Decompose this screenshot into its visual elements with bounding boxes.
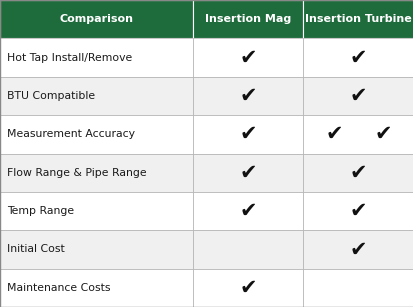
- Bar: [303, 38, 413, 77]
- Text: Measurement Accuracy: Measurement Accuracy: [7, 129, 135, 139]
- Text: ✔: ✔: [239, 48, 256, 68]
- Bar: [192, 115, 303, 154]
- Text: Comparison: Comparison: [59, 14, 133, 24]
- Text: ✔: ✔: [239, 278, 256, 298]
- Bar: [0, 230, 192, 269]
- Text: Insertion Mag: Insertion Mag: [204, 14, 290, 24]
- Bar: [0, 192, 192, 230]
- Text: ✔: ✔: [349, 86, 367, 106]
- Text: Initial Cost: Initial Cost: [7, 244, 65, 255]
- Bar: [192, 192, 303, 230]
- Bar: [0, 0, 192, 38]
- Text: ✔: ✔: [239, 124, 256, 144]
- Bar: [192, 269, 303, 307]
- Text: Flow Range & Pipe Range: Flow Range & Pipe Range: [7, 168, 147, 178]
- Text: ✔: ✔: [349, 48, 367, 68]
- Text: ✔: ✔: [349, 163, 367, 183]
- Bar: [0, 115, 192, 154]
- Bar: [303, 0, 413, 38]
- Bar: [192, 38, 303, 77]
- Bar: [303, 230, 413, 269]
- Text: Insertion Turbine: Insertion Turbine: [305, 14, 411, 24]
- Bar: [192, 0, 303, 38]
- Text: ✔: ✔: [349, 201, 367, 221]
- Bar: [0, 154, 192, 192]
- Bar: [303, 192, 413, 230]
- Bar: [192, 154, 303, 192]
- Bar: [0, 77, 192, 115]
- Bar: [303, 154, 413, 192]
- Text: ✔: ✔: [239, 201, 256, 221]
- Bar: [0, 269, 192, 307]
- Bar: [192, 77, 303, 115]
- Bar: [303, 77, 413, 115]
- Text: Maintenance Costs: Maintenance Costs: [7, 283, 111, 293]
- Text: ✔: ✔: [239, 163, 256, 183]
- Text: ✔: ✔: [324, 124, 342, 144]
- Text: ✔: ✔: [374, 124, 392, 144]
- Bar: [303, 115, 413, 154]
- Text: BTU Compatible: BTU Compatible: [7, 91, 95, 101]
- Text: ✔: ✔: [239, 86, 256, 106]
- Text: ✔: ✔: [349, 239, 367, 259]
- Bar: [192, 230, 303, 269]
- Text: Hot Tap Install/Remove: Hot Tap Install/Remove: [7, 52, 133, 63]
- Bar: [0, 38, 192, 77]
- Text: Temp Range: Temp Range: [7, 206, 74, 216]
- Bar: [303, 269, 413, 307]
